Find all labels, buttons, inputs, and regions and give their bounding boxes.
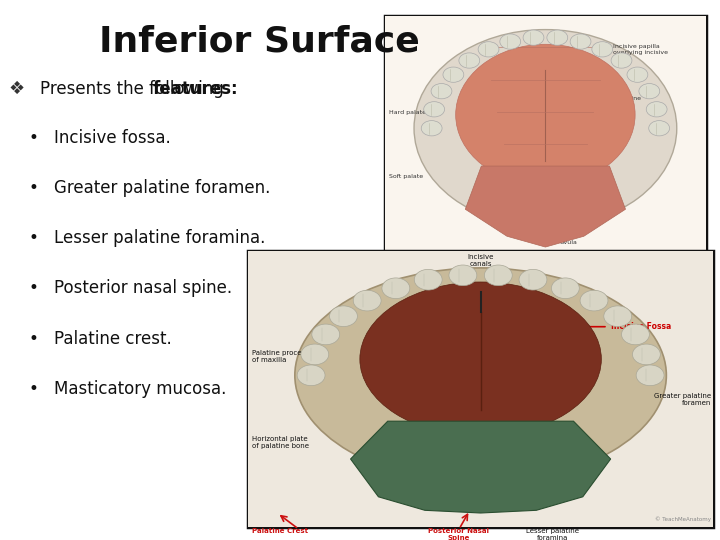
Text: Palatine
rugae: Palatine rugae: [616, 96, 641, 106]
Text: ❖: ❖: [9, 80, 24, 98]
Ellipse shape: [456, 44, 635, 185]
Ellipse shape: [449, 265, 477, 286]
Ellipse shape: [636, 365, 664, 386]
Text: Palatine Crest: Palatine Crest: [252, 528, 308, 534]
Text: features:: features:: [152, 80, 238, 98]
Polygon shape: [351, 421, 611, 513]
Text: © TeachMeAnatomy: © TeachMeAnatomy: [654, 517, 711, 522]
Text: Incisive fossa.: Incisive fossa.: [54, 129, 171, 147]
Text: •: •: [29, 179, 39, 197]
Text: Masticatory mucosa.: Masticatory mucosa.: [54, 380, 226, 398]
Ellipse shape: [382, 278, 410, 299]
Ellipse shape: [523, 30, 544, 45]
Ellipse shape: [354, 291, 381, 311]
Text: Incisive papilla
overlying incisive
fossa: Incisive papilla overlying incisive foss…: [613, 44, 667, 61]
Text: Lesser palatine
foramina: Lesser palatine foramina: [526, 528, 579, 540]
Ellipse shape: [414, 269, 442, 290]
Text: Hard palate: Hard palate: [389, 110, 426, 114]
Ellipse shape: [301, 344, 329, 365]
Text: Lesser palatine foramina.: Lesser palatine foramina.: [54, 229, 266, 247]
Ellipse shape: [627, 67, 648, 82]
Text: Greater palatine
foramen: Greater palatine foramen: [654, 393, 711, 406]
Ellipse shape: [580, 291, 608, 311]
Bar: [385, 16, 706, 251]
Ellipse shape: [295, 268, 666, 483]
Bar: [248, 251, 713, 526]
Ellipse shape: [500, 34, 521, 49]
Ellipse shape: [570, 34, 591, 49]
Ellipse shape: [421, 120, 442, 136]
Ellipse shape: [649, 120, 670, 136]
Ellipse shape: [621, 324, 649, 345]
Ellipse shape: [547, 30, 567, 45]
Polygon shape: [465, 166, 626, 247]
Ellipse shape: [414, 30, 677, 227]
Text: Posterior nasal spine.: Posterior nasal spine.: [54, 279, 232, 298]
Text: Incisive Fossa: Incisive Fossa: [492, 322, 671, 331]
Ellipse shape: [330, 306, 357, 327]
Ellipse shape: [639, 84, 660, 99]
Text: •: •: [29, 279, 39, 298]
Text: Horizontal plate
of palatine bone: Horizontal plate of palatine bone: [252, 436, 309, 449]
Ellipse shape: [519, 269, 547, 290]
Ellipse shape: [431, 84, 452, 99]
Bar: [385, 16, 706, 251]
Text: Incisive
canals: Incisive canals: [467, 254, 494, 267]
Text: Uvula: Uvula: [559, 240, 577, 245]
Ellipse shape: [443, 67, 464, 82]
Text: Inferior Surface: Inferior Surface: [99, 24, 420, 58]
Text: •: •: [29, 380, 39, 398]
Text: •: •: [29, 129, 39, 147]
Text: Palatine process
of maxilla: Palatine process of maxilla: [252, 350, 309, 363]
Ellipse shape: [485, 265, 512, 286]
Text: •: •: [29, 329, 39, 348]
Ellipse shape: [297, 365, 325, 386]
Ellipse shape: [424, 102, 444, 117]
Ellipse shape: [478, 42, 499, 57]
Ellipse shape: [360, 282, 601, 436]
Text: Posterior Nasal
Spine: Posterior Nasal Spine: [428, 528, 490, 540]
Ellipse shape: [611, 53, 632, 68]
Text: •: •: [29, 229, 39, 247]
Ellipse shape: [647, 102, 667, 117]
Text: Soft palate: Soft palate: [389, 174, 423, 179]
Ellipse shape: [604, 306, 631, 327]
Ellipse shape: [459, 53, 480, 68]
Ellipse shape: [592, 42, 613, 57]
Text: Presents the following: Presents the following: [40, 80, 229, 98]
Text: Palatine crest.: Palatine crest.: [54, 329, 172, 348]
Ellipse shape: [632, 344, 660, 365]
Text: Greater palatine foramen.: Greater palatine foramen.: [54, 179, 271, 197]
Ellipse shape: [312, 324, 340, 345]
Bar: [248, 251, 713, 526]
Ellipse shape: [552, 278, 580, 299]
